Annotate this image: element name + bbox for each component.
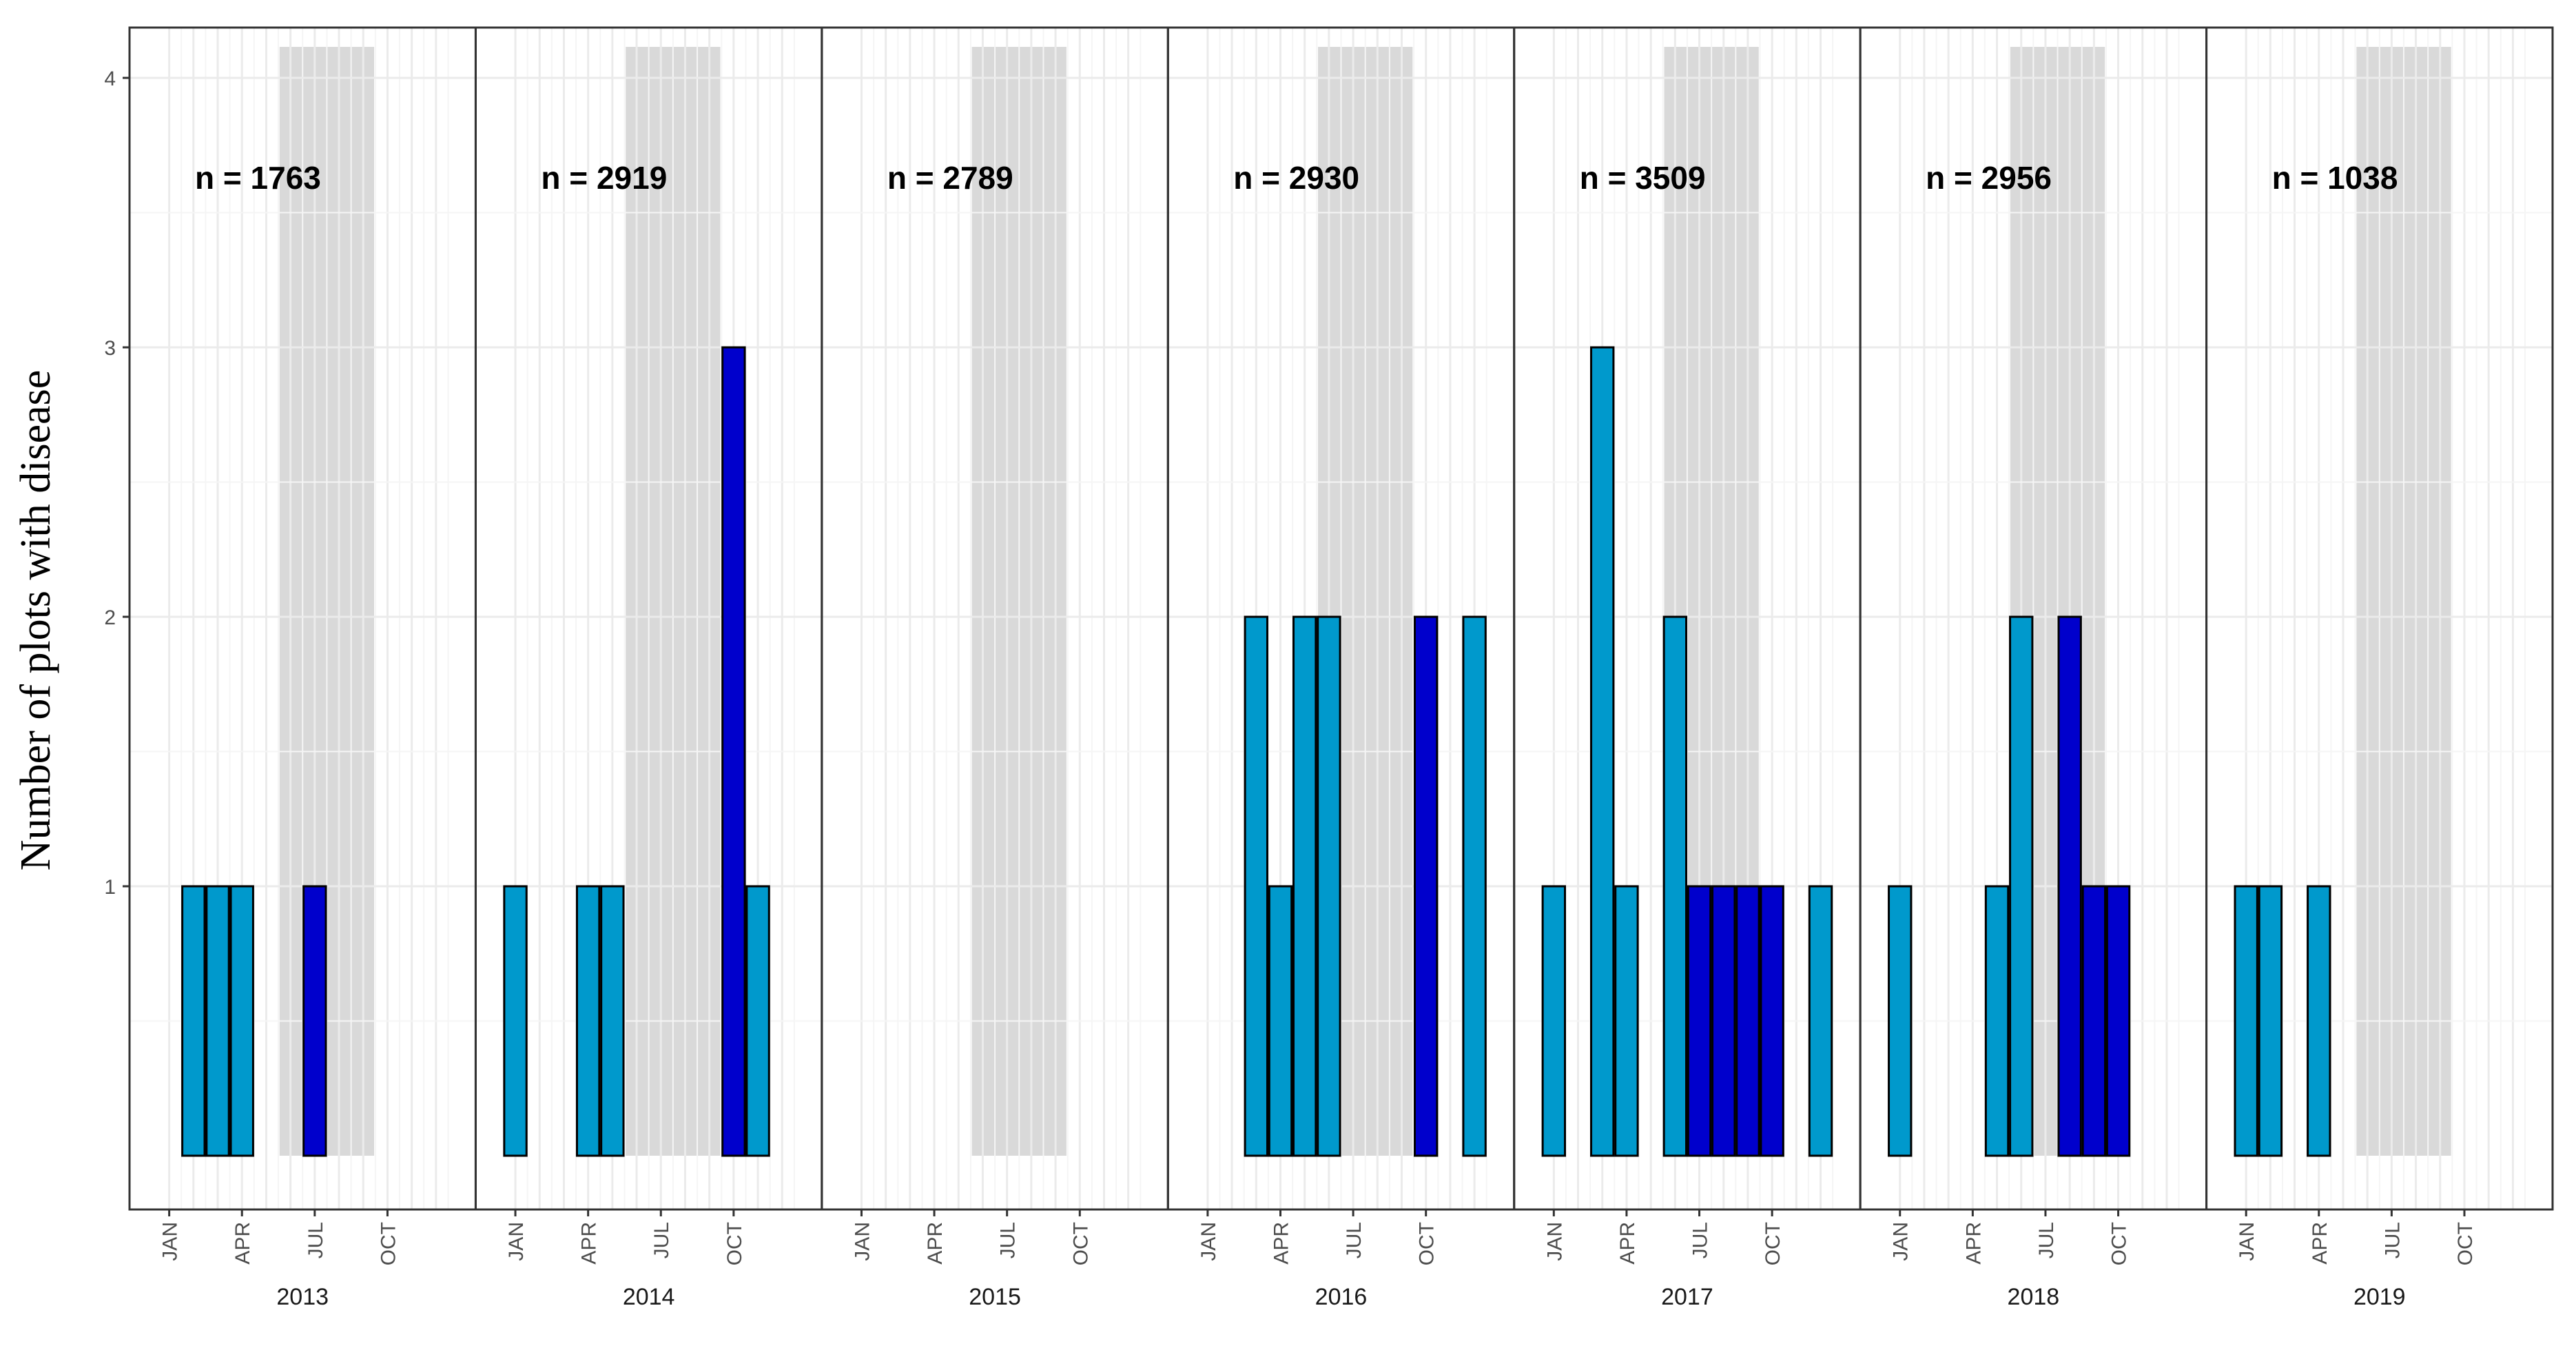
bar-2016-month-4 — [1268, 885, 1293, 1157]
n-label-2014: n = 2919 — [541, 160, 667, 196]
x-tick-label: JAN — [1890, 1222, 1913, 1261]
x-tick-label: JUL — [1689, 1222, 1712, 1258]
n-label-2016: n = 2930 — [1233, 160, 1359, 196]
bar-2017-month-1 — [1541, 885, 1567, 1157]
x-tick-label: JUL — [650, 1222, 673, 1258]
x-tick-label: JAN — [1197, 1222, 1220, 1261]
n-label-2019: n = 1038 — [2272, 160, 2398, 196]
bar-2014-month-1 — [503, 885, 528, 1157]
bar-2017-month-10 — [1760, 885, 1784, 1157]
y-tick-label: 2 — [104, 606, 116, 629]
x-tick-label: APR — [924, 1222, 947, 1265]
bar-2019-month-4 — [2307, 885, 2331, 1157]
x-tick-label: OCT — [2454, 1222, 2477, 1265]
year-label-2014: 2014 — [623, 1284, 675, 1310]
bar-2016-month-6 — [1317, 615, 1341, 1157]
bar-2019-month-1 — [2234, 885, 2258, 1157]
x-tick-label: APR — [1616, 1222, 1639, 1265]
year-label-2016: 2016 — [1315, 1284, 1368, 1310]
x-tick-label: JUL — [2381, 1222, 2404, 1258]
x-tick-label: JUL — [2035, 1222, 2058, 1258]
x-tick-label: JAN — [1543, 1222, 1566, 1261]
bar-2017-month-8 — [1711, 885, 1736, 1157]
x-tick-label: JAN — [2236, 1222, 2258, 1261]
bar-2018-month-10 — [2105, 885, 2131, 1157]
n-label-2017: n = 3509 — [1580, 160, 1706, 196]
bar-2018-month-9 — [2081, 885, 2107, 1157]
year-label-2019: 2019 — [2353, 1284, 2406, 1310]
x-tick-label: OCT — [377, 1222, 400, 1265]
bar-2017-month-9 — [1735, 885, 1760, 1157]
bar-2016-month-3 — [1244, 615, 1268, 1157]
x-tick-label: JUL — [305, 1222, 327, 1258]
bar-2013-month-4 — [229, 885, 254, 1157]
facet-panel-2019 — [2205, 26, 2554, 1211]
x-tick-label: OCT — [723, 1222, 746, 1265]
x-tick-label: OCT — [1069, 1222, 1092, 1265]
x-tick-label: JUL — [997, 1222, 1020, 1258]
bar-2014-month-4 — [575, 885, 601, 1157]
y-tick-label: 4 — [104, 68, 116, 90]
n-label-2018: n = 2956 — [1926, 160, 2052, 196]
bar-2016-month-12 — [1462, 615, 1487, 1157]
bar-2017-month-6 — [1662, 615, 1688, 1157]
bar-2014-month-10 — [721, 346, 746, 1157]
n-label-2013: n = 1763 — [195, 160, 321, 196]
bar-2016-month-10 — [1414, 615, 1439, 1157]
bar-2014-month-11 — [745, 885, 770, 1157]
x-tick-label: OCT — [1762, 1222, 1784, 1265]
year-label-2013: 2013 — [276, 1284, 329, 1310]
bar-2013-month-3 — [205, 885, 230, 1157]
year-label-2015: 2015 — [969, 1284, 1021, 1310]
y-axis-label: Number of plots with disease — [12, 370, 59, 871]
year-label-2018: 2018 — [2008, 1284, 2060, 1310]
x-tick-label: APR — [231, 1222, 254, 1265]
x-tick-label: JAN — [505, 1222, 528, 1261]
x-tick-label: JUL — [1343, 1222, 1366, 1258]
bar-2016-month-5 — [1292, 615, 1317, 1157]
x-tick-label: APR — [1270, 1222, 1292, 1265]
y-tick-label: 3 — [104, 337, 116, 360]
x-tick-label: OCT — [2108, 1222, 2131, 1265]
bar-2013-month-2 — [181, 885, 206, 1157]
n-label-2015: n = 2789 — [887, 160, 1013, 196]
x-tick-label: APR — [578, 1222, 601, 1265]
bar-2019-month-2 — [2258, 885, 2283, 1157]
bar-2013-month-7 — [302, 885, 327, 1157]
bar-2018-month-5 — [1984, 885, 2010, 1157]
bar-2017-month-7 — [1687, 885, 1712, 1157]
bar-2018-month-1 — [1888, 885, 1913, 1157]
year-label-2017: 2017 — [1661, 1284, 1713, 1310]
bar-2017-month-4 — [1614, 885, 1639, 1157]
bar-2018-month-6 — [2009, 615, 2034, 1157]
bar-2017-month-12 — [1808, 885, 1833, 1157]
x-tick-label: OCT — [1416, 1222, 1439, 1265]
bar-2014-month-5 — [600, 885, 625, 1157]
x-tick-label: APR — [1962, 1222, 1985, 1265]
x-tick-label: APR — [2309, 1222, 2331, 1265]
x-tick-label: JAN — [851, 1222, 874, 1261]
bar-2018-month-8 — [2057, 615, 2082, 1157]
bar-2017-month-3 — [1590, 346, 1615, 1157]
x-tick-label: JAN — [159, 1222, 182, 1261]
y-tick-label: 1 — [104, 876, 116, 899]
